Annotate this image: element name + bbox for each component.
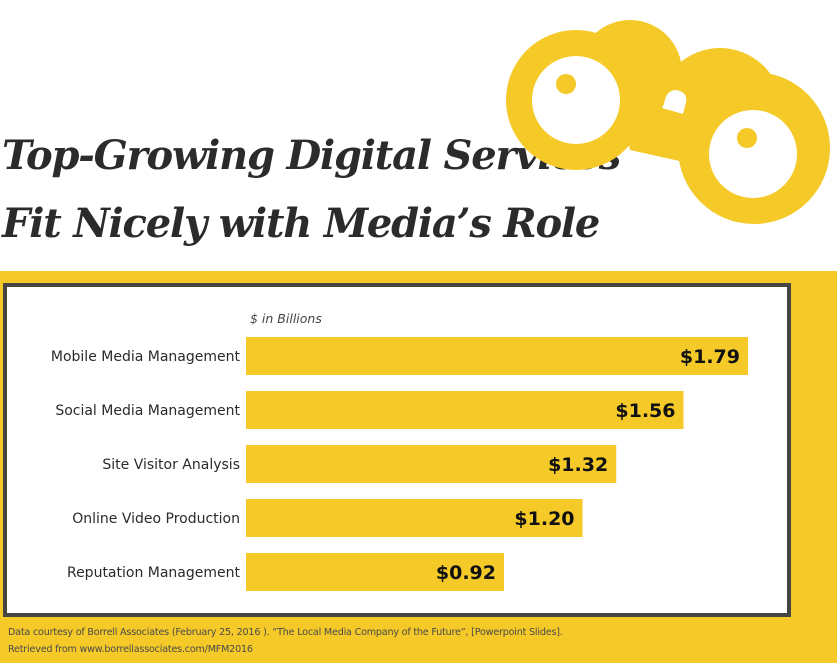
- source-line-1: Data courtesy of Borrell Associates (Feb…: [8, 627, 563, 638]
- bar-chart: Mobile Media Management $1.79 Social Media…: [51, 337, 748, 591]
- title-line-1: Top-Growing Digital Services: [2, 132, 621, 179]
- binoculars-icon: [506, 20, 830, 224]
- category-label: Reputation Management: [67, 565, 241, 581]
- category-label: Site Visitor Analysis: [102, 457, 240, 473]
- value-label: $1.20: [514, 508, 574, 530]
- value-label: $1.79: [680, 346, 740, 368]
- value-label: $1.56: [615, 400, 675, 422]
- bar: [246, 499, 583, 537]
- value-label: $1.32: [548, 454, 608, 476]
- page-title: Top-Growing Digital Services Fit Nicely …: [2, 122, 621, 258]
- bar: [246, 391, 684, 429]
- bar: [246, 445, 617, 483]
- bar: [246, 553, 505, 591]
- category-label: Mobile Media Management: [51, 349, 241, 365]
- title-line-2: Fit Nicely with Media’s Role: [2, 200, 600, 247]
- category-label: Online Video Production: [72, 511, 240, 527]
- source-citation: Data courtesy of Borrell Associates (Feb…: [8, 624, 563, 658]
- value-label: $0.92: [436, 562, 496, 584]
- unit-label: $ in Billions: [250, 311, 322, 326]
- category-label: Social Media Management: [55, 403, 240, 419]
- bar: [246, 337, 748, 375]
- source-line-2: Retrieved from www.borrellassociates.com…: [8, 644, 253, 655]
- chart-frame: $ in Billions Mobile Media Management $1.…: [3, 283, 791, 617]
